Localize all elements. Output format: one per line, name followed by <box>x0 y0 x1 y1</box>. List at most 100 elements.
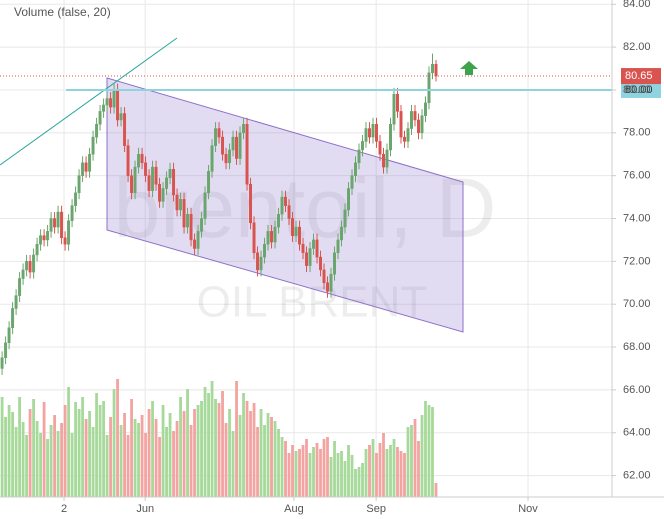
candle-body <box>333 252 336 275</box>
candle-body <box>420 115 424 134</box>
candle-body <box>123 113 127 146</box>
volume-bar <box>77 409 81 497</box>
volume-bar <box>231 431 235 497</box>
candle-body <box>81 162 85 176</box>
candle-body <box>375 124 378 142</box>
candle-body <box>403 136 406 142</box>
volume-bar <box>105 435 109 497</box>
volume-bar <box>49 425 53 497</box>
last-price-label: 80.65 <box>625 70 653 82</box>
candle-body <box>385 149 389 168</box>
watermark-subtitle: OIL BRENT <box>197 278 428 327</box>
volume-bar <box>11 412 14 497</box>
candle-body <box>214 128 218 146</box>
volume-bar <box>119 425 123 497</box>
candle-body <box>406 128 410 142</box>
candle-body <box>284 196 288 206</box>
volume-bar <box>193 409 196 497</box>
volume-bar <box>112 389 116 497</box>
candle-body <box>56 211 60 228</box>
candle-body <box>305 252 308 266</box>
volume-bar <box>221 391 224 497</box>
candle-body <box>389 124 392 151</box>
candle-body <box>126 145 130 176</box>
volume-bar <box>35 421 39 497</box>
candle-body <box>252 222 256 254</box>
volume-bar <box>25 435 28 497</box>
volume-bar <box>144 433 147 497</box>
candle-body <box>112 89 116 108</box>
candle-body <box>207 171 211 194</box>
volume-bar <box>207 393 210 497</box>
volume-bar <box>399 451 403 497</box>
candle-body <box>144 162 148 176</box>
candle-body <box>91 136 95 155</box>
candle-body <box>109 98 113 108</box>
candle-body <box>326 282 329 292</box>
volume-bar <box>350 455 354 497</box>
y-tick-label: 74.00 <box>623 212 651 224</box>
volume-bar <box>161 405 165 497</box>
volume-bar <box>315 443 319 497</box>
x-tick-label: Aug <box>284 503 304 515</box>
volume-bar <box>21 422 25 497</box>
candle-body <box>410 111 413 129</box>
candle-body <box>312 239 315 249</box>
candle-body <box>354 162 357 176</box>
candle-body <box>74 192 78 206</box>
volume-bar <box>256 427 259 497</box>
chart-title: Volume (false, 20) <box>14 5 111 19</box>
volume-bar <box>46 439 49 497</box>
volume-bar <box>375 453 378 497</box>
candle-body <box>60 211 64 239</box>
candle-body <box>175 194 179 211</box>
candle-body <box>95 124 99 138</box>
candle-body <box>151 166 155 191</box>
candle-body <box>270 231 274 243</box>
candle-body <box>347 188 350 211</box>
volume-bar <box>95 393 98 497</box>
candle-body <box>340 226 343 241</box>
candle-body <box>336 239 340 254</box>
candle-body <box>378 141 382 155</box>
volume-bar <box>396 447 399 497</box>
volume-bar <box>102 401 105 497</box>
candle-body <box>18 278 22 296</box>
candle-body <box>256 252 260 271</box>
candle-body <box>280 196 284 215</box>
volume-bar <box>273 421 277 497</box>
candle-body <box>182 198 186 228</box>
candle-body <box>364 128 368 142</box>
volume-bar <box>28 409 32 497</box>
volume-bar <box>420 415 424 497</box>
x-tick-label: Nov <box>518 503 538 515</box>
volume-bar <box>333 441 336 497</box>
volume-bar <box>347 445 350 497</box>
candle-body <box>294 226 298 236</box>
candle-body <box>301 243 305 254</box>
y-tick-label: 80.00 <box>623 84 651 96</box>
y-tick-label: 66.00 <box>623 384 651 396</box>
volume-bar <box>67 387 70 497</box>
volume-bar <box>130 399 133 497</box>
y-tick-label: 62.00 <box>623 469 651 481</box>
candle-body <box>231 136 235 151</box>
candle-body <box>63 237 67 245</box>
volume-bar <box>378 443 382 497</box>
candle-body <box>147 175 151 191</box>
candle-body <box>259 256 263 271</box>
candle-body <box>39 235 43 245</box>
candle-body <box>427 72 431 104</box>
volume-bar <box>434 483 438 497</box>
candle-body <box>88 153 92 172</box>
candle-body <box>193 239 197 249</box>
candle-body <box>158 183 162 202</box>
candle-body <box>70 205 74 221</box>
candle-body <box>189 213 193 241</box>
volume-bar <box>336 453 340 497</box>
volume-bar <box>196 405 200 497</box>
volume-bar <box>0 397 4 497</box>
candle-body <box>172 168 176 196</box>
volume-bar <box>354 469 357 497</box>
